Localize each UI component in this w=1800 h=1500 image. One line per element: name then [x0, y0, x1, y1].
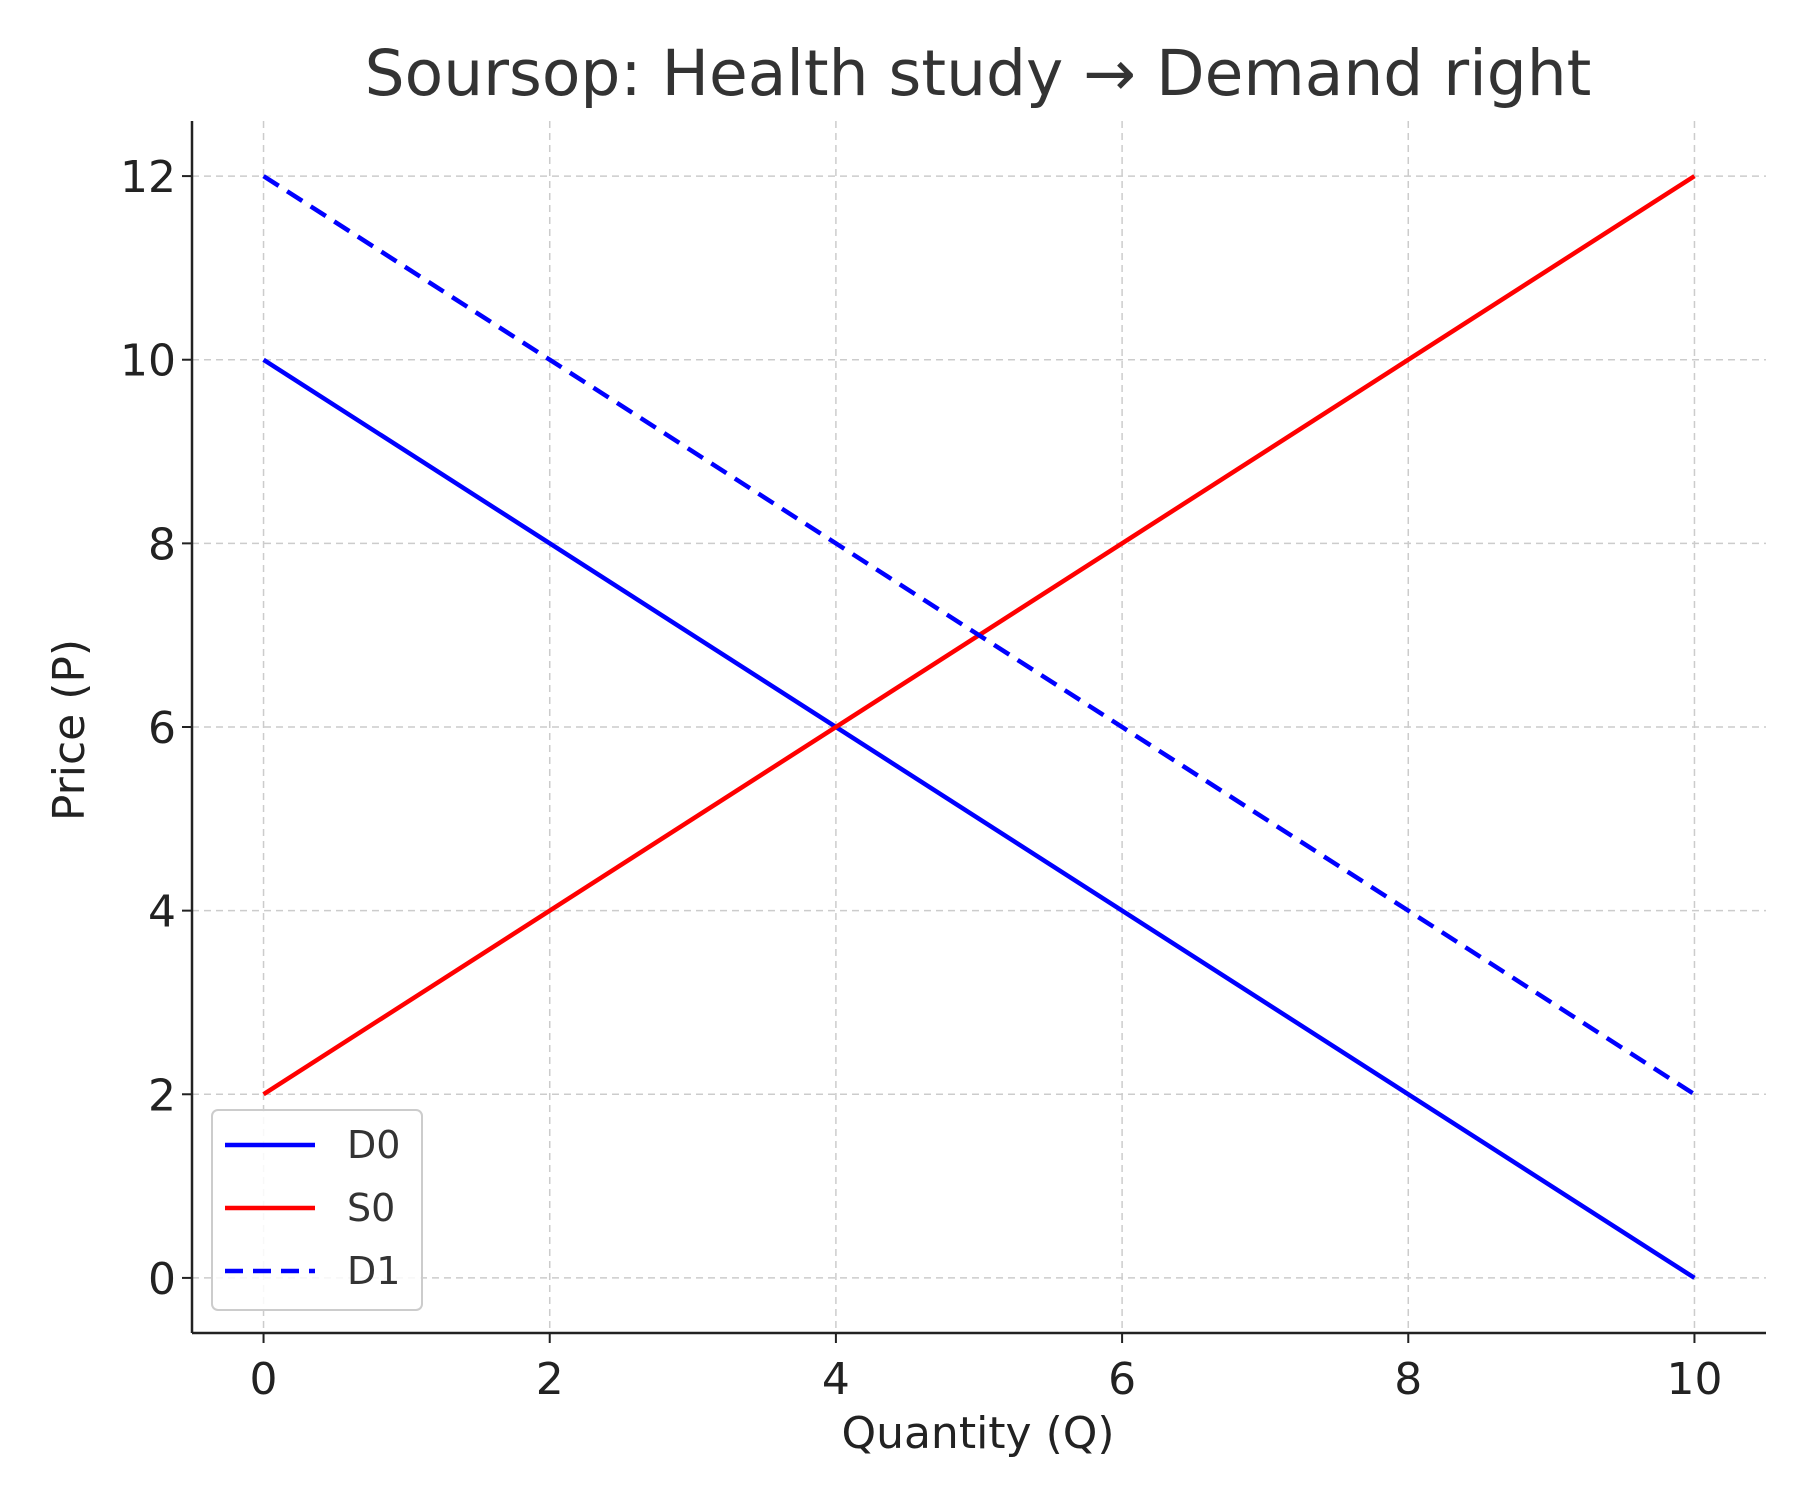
legend-frame [211, 1109, 423, 1311]
y-axis-label: Price (P) [44, 639, 95, 821]
x-axis-label: Quantity (Q) [841, 1408, 1114, 1459]
x-tick-label: 10 [1666, 1354, 1722, 1405]
x-tick-label: 8 [1394, 1354, 1422, 1405]
axes [182, 121, 1766, 1343]
series-group [262, 174, 1696, 1280]
chart-title: Soursop: Health study → Demand right [365, 37, 1592, 110]
y-tick-label: 4 [148, 887, 176, 938]
series-line-d1 [262, 174, 1696, 1097]
series-line-d0 [262, 357, 1696, 1280]
y-tick-label: 8 [148, 519, 176, 570]
y-tick-label: 2 [148, 1070, 176, 1121]
x-tick-label: 2 [536, 1354, 564, 1405]
grid [192, 121, 1766, 1333]
x-tick-label: 4 [822, 1354, 850, 1405]
legend-label-s0: S0 [347, 1186, 395, 1230]
y-tick-label: 10 [120, 336, 176, 387]
legend: D0 S0 D1 [211, 1109, 423, 1311]
x-tick-label: 0 [250, 1354, 278, 1405]
legend-label-d1: D1 [347, 1249, 400, 1293]
y-tick-label: 0 [148, 1254, 176, 1305]
x-tick-label: 6 [1108, 1354, 1136, 1405]
tick-labels: 0 2 4 6 8 10 0 2 4 6 8 10 12 [120, 152, 1722, 1405]
y-tick-label: 6 [148, 703, 176, 754]
y-tick-label: 12 [120, 152, 176, 203]
legend-label-d0: D0 [347, 1123, 400, 1167]
